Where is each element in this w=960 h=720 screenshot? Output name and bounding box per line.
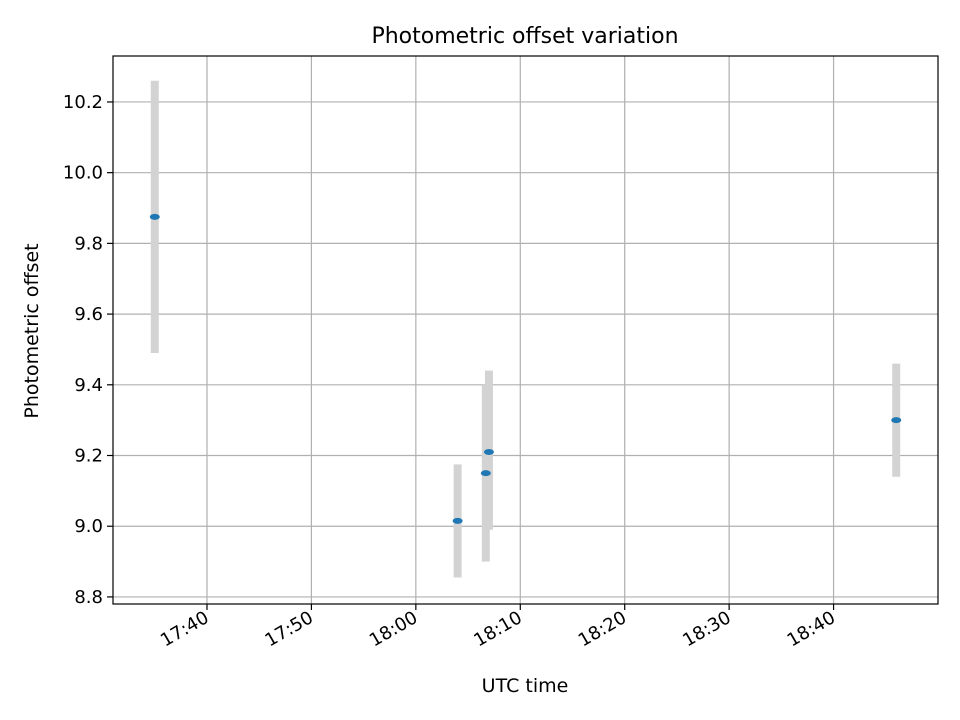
chart-title: Photometric offset variation bbox=[371, 24, 678, 49]
tick-layer: 17:40 17:50 18:00 18:10 18:20 18:30 18:40 8.8 9.… bbox=[63, 92, 839, 651]
y-tick-label: 9.0 bbox=[74, 516, 103, 537]
y-tick-label: 9.2 bbox=[74, 446, 103, 467]
y-tick-label: 9.4 bbox=[74, 375, 103, 396]
y-axis-label: Photometric offset bbox=[21, 243, 43, 418]
data-point bbox=[483, 448, 494, 455]
point-layer bbox=[149, 213, 902, 524]
x-tick-label: 18:00 bbox=[366, 607, 421, 651]
data-point bbox=[452, 517, 463, 524]
data-point bbox=[480, 470, 491, 477]
errorbar-layer bbox=[150, 80, 901, 578]
x-axis-label: UTC time bbox=[482, 675, 569, 697]
y-tick-label: 10.2 bbox=[63, 92, 103, 113]
y-tick-label: 10.0 bbox=[63, 163, 103, 184]
x-tick-label: 17:40 bbox=[157, 607, 212, 651]
y-tick-label: 8.8 bbox=[74, 587, 103, 608]
x-tick-label: 18:30 bbox=[679, 607, 734, 651]
x-tick-label: 17:50 bbox=[261, 607, 316, 651]
x-tick-label: 18:10 bbox=[470, 607, 525, 651]
x-tick-label: 18:20 bbox=[575, 607, 630, 651]
data-point bbox=[891, 417, 902, 424]
y-tick-label: 9.8 bbox=[74, 233, 103, 254]
plot-frame bbox=[112, 55, 939, 605]
data-point bbox=[149, 213, 160, 220]
grid-layer bbox=[113, 56, 938, 604]
y-tick-label: 9.6 bbox=[74, 304, 103, 325]
x-tick-label: 18:40 bbox=[784, 607, 839, 651]
